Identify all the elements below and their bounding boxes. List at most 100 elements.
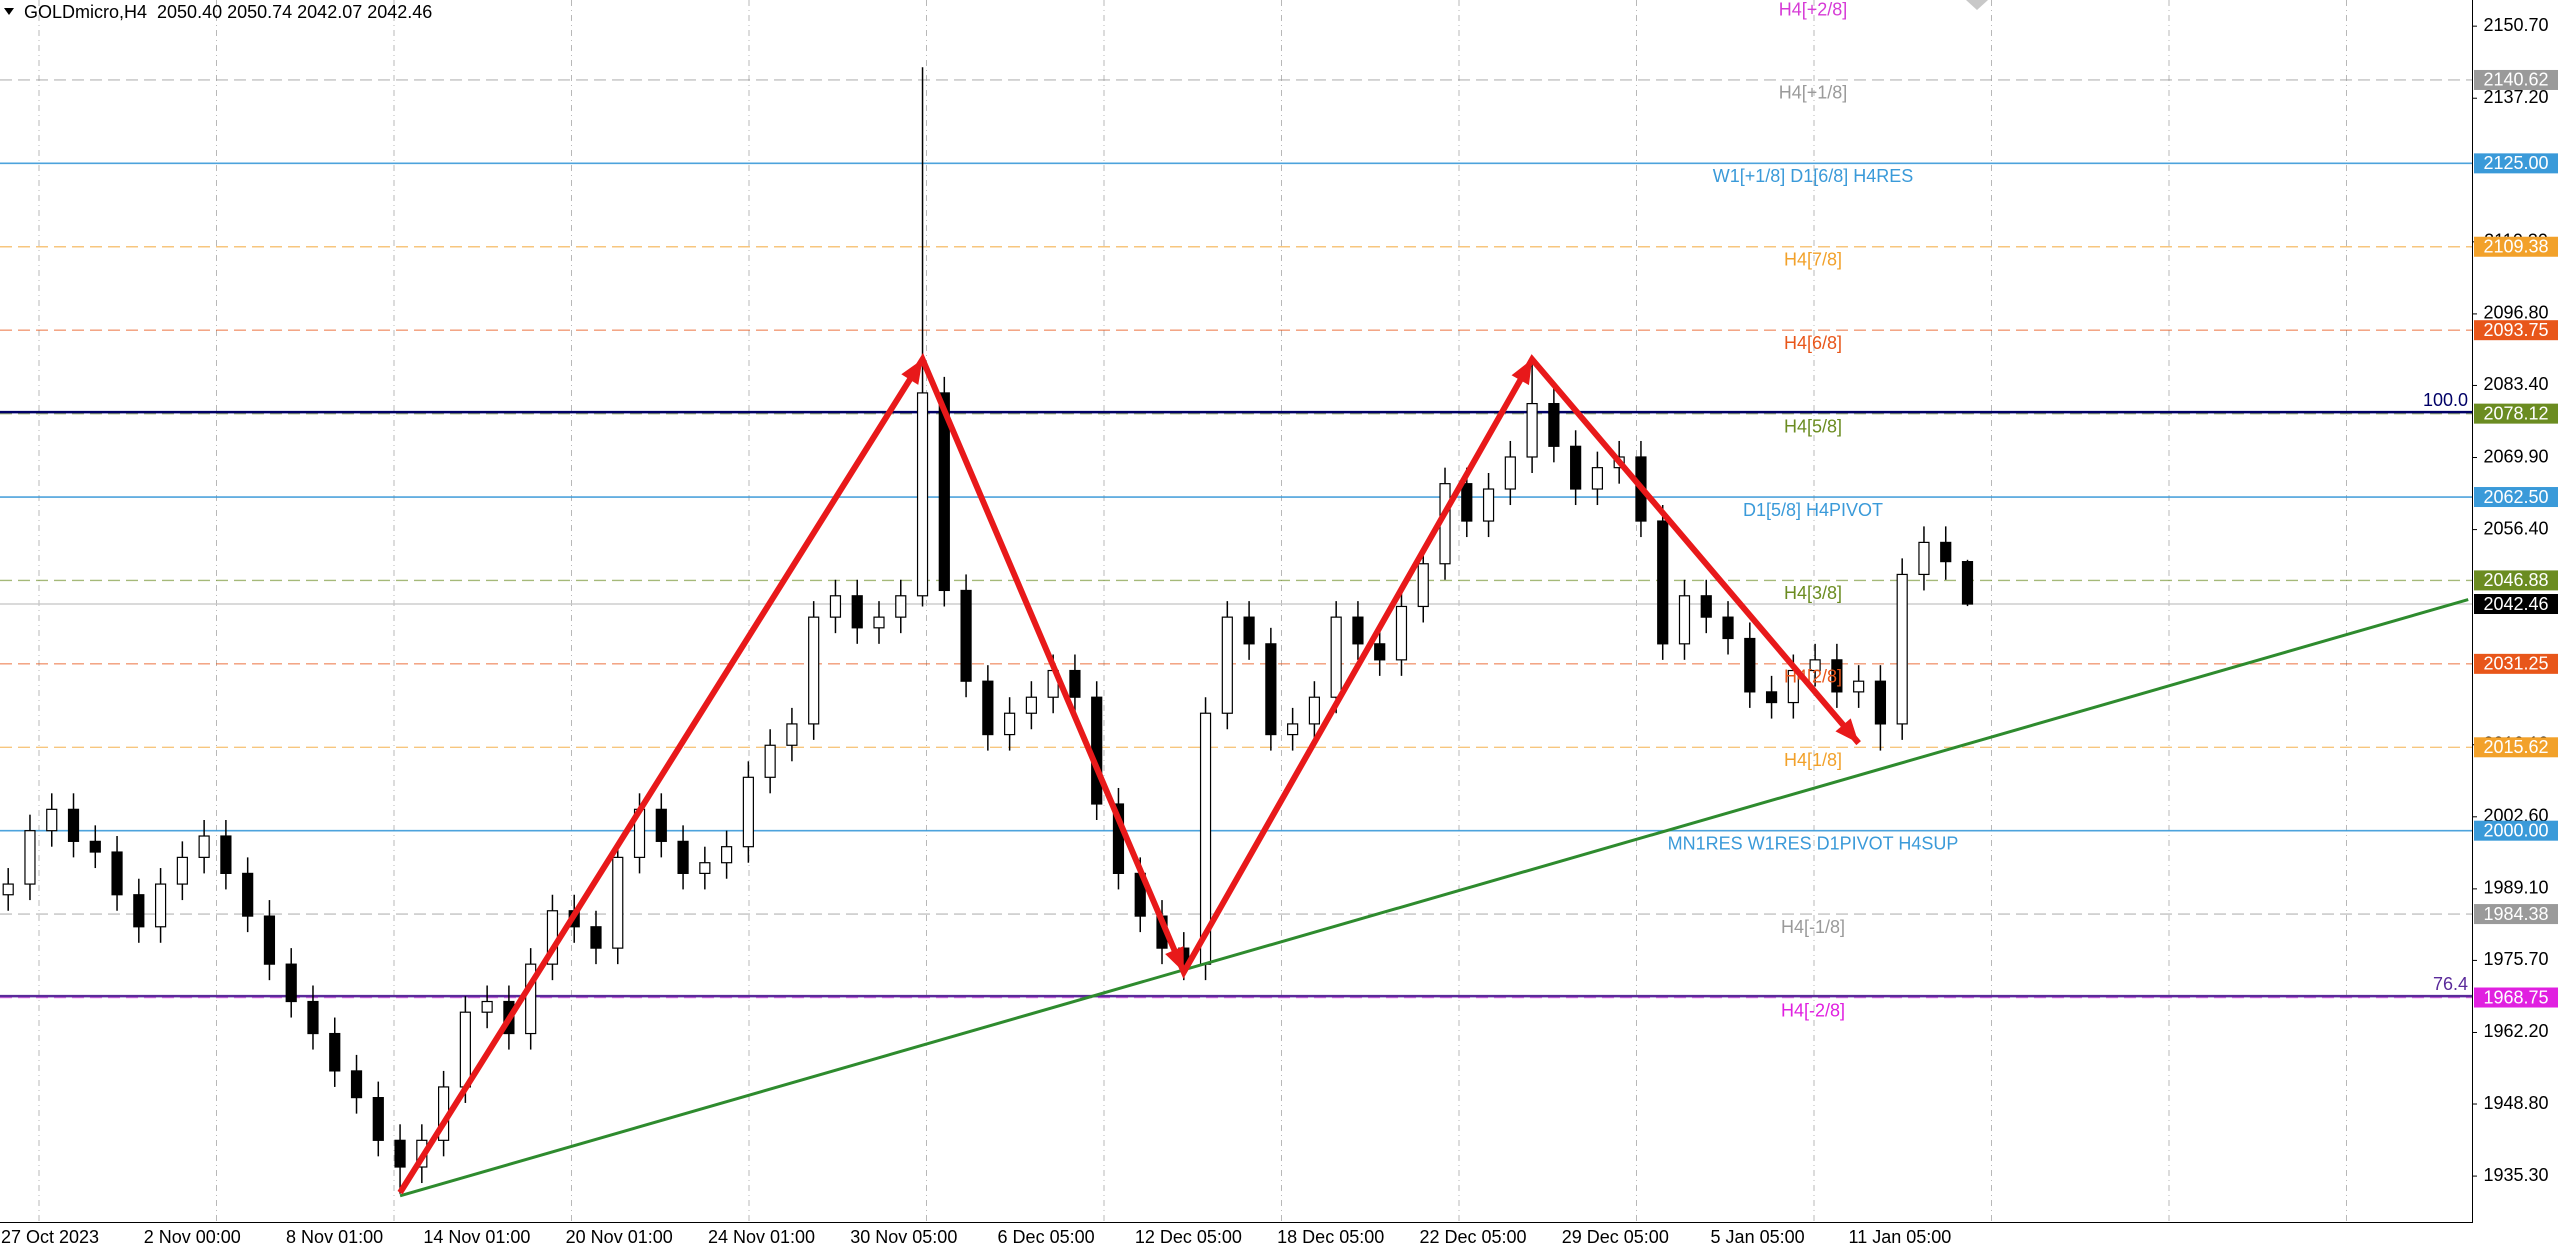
x-tick-label: 6 Dec 05:00: [998, 1227, 1095, 1247]
fib-label: 76.4: [2433, 974, 2468, 994]
candle-body: [699, 862, 711, 874]
x-tick-label: 24 Nov 01:00: [708, 1227, 815, 1247]
candle-body: [808, 616, 820, 725]
level-label: W1[+1/8] D1[6/8] H4RES: [1713, 166, 1914, 186]
level-label: D1[5/8] H4PIVOT: [1743, 500, 1883, 520]
price-axis-panel: [2473, 0, 2560, 1251]
candle-body: [2, 883, 14, 896]
candle-body: [1352, 616, 1364, 645]
candle-body: [655, 808, 667, 842]
candle-body: [742, 776, 754, 848]
level-label: H4[6/8]: [1784, 333, 1842, 353]
candle-body: [1744, 637, 1756, 693]
price-box: [2474, 153, 2558, 174]
price-box: [2474, 487, 2558, 508]
candle-body: [960, 589, 972, 682]
y-tick-label: 1975.70: [2483, 949, 2548, 969]
x-tick-label: 2 Nov 00:00: [144, 1227, 241, 1247]
candle-body: [1831, 659, 1843, 693]
axes: 27 Oct 2023 2 Nov 00:00 8 Nov 01:00 14 Nov …: [1, 15, 2558, 1247]
menu-triangle[interactable]: [4, 8, 14, 15]
candle-body: [1591, 467, 1604, 490]
candle-body: [242, 872, 254, 917]
chart-header: GOLDmicro,H4 2050.40 2050.74 2042.07 204…: [24, 2, 432, 22]
candle-body: [1374, 643, 1386, 661]
y-tick-label: 1948.80: [2483, 1093, 2548, 1113]
candle-body: [1308, 696, 1321, 725]
x-tick-label: 30 Nov 05:00: [850, 1227, 957, 1247]
time-axis-panel: [0, 1222, 2473, 1251]
zigzag-arrowhead: [1511, 359, 1533, 386]
y-tick-label: 1935.30: [2483, 1165, 2548, 1185]
y-tick-label: 2056.40: [2483, 518, 2548, 538]
level-label: H4[+2/8]: [1779, 0, 1848, 19]
level-label: H4[-2/8]: [1781, 1000, 1845, 1020]
candle-body: [1417, 563, 1429, 608]
y-tick-label: 2137.20: [2483, 87, 2548, 107]
price-box-label: 2140.62: [2483, 70, 2548, 90]
candles: [2, 67, 1974, 1194]
y-tick-label: 2083.40: [2483, 374, 2548, 394]
x-tick-label: 14 Nov 01:00: [423, 1227, 530, 1247]
x-tick-label: 8 Nov 01:00: [286, 1227, 383, 1247]
candle-body: [133, 894, 145, 928]
price-box-label: 2046.88: [2483, 570, 2548, 590]
level-label: H4[-1/8]: [1781, 917, 1845, 937]
price-box-label: 1984.38: [2483, 904, 2548, 924]
candle-body: [1025, 696, 1037, 714]
candle-body: [851, 595, 863, 629]
candle-body: [829, 595, 842, 618]
candle-body: [1657, 520, 1669, 645]
candle-body: [154, 883, 167, 928]
candle-body: [67, 808, 80, 842]
price-box: [2474, 904, 2558, 925]
overlays: H4[+2/8] H4[+1/8] W1[+1/8] D1[6/8] H4RES H4…: [397, 0, 2469, 1198]
price-box-label: 1968.75: [2483, 987, 2548, 1007]
candle-body: [307, 1000, 319, 1035]
x-tick-label: 29 Dec 05:00: [1562, 1227, 1669, 1247]
candle-body: [1853, 680, 1865, 693]
x-tick-label: 18 Dec 05:00: [1277, 1227, 1384, 1247]
y-tick-label: 2002.60: [2483, 806, 2548, 826]
candle-body: [1918, 541, 1930, 576]
level-label: H4[+1/8]: [1779, 83, 1848, 103]
candle-body: [764, 744, 776, 778]
candle-body: [525, 963, 537, 1035]
candle-body: [176, 856, 188, 885]
candle-body: [1504, 456, 1516, 490]
candle-body: [1722, 616, 1734, 640]
fib-label: 100.0: [2423, 390, 2468, 410]
candle-body: [459, 1011, 471, 1088]
candle-body: [895, 595, 907, 618]
price-box-label: 2125.00: [2483, 153, 2548, 173]
candle-body: [1287, 723, 1299, 736]
candle-body: [612, 856, 624, 949]
level-label: H4[7/8]: [1784, 249, 1842, 269]
price-box: [2474, 737, 2558, 758]
candle-body: [873, 616, 885, 629]
y-tick-label: 2096.80: [2483, 303, 2548, 323]
price-box: [2474, 653, 2558, 674]
price-box-label: 2015.62: [2483, 737, 2548, 757]
candle-body: [1570, 445, 1582, 490]
candle-body: [938, 392, 950, 592]
candle-body: [350, 1070, 363, 1099]
candle-body: [982, 680, 994, 736]
candle-body: [1809, 659, 1821, 672]
candle-body: [1548, 402, 1560, 447]
price-box: [2474, 820, 2558, 841]
zigzag-arrowhead: [1835, 718, 1859, 744]
candle-body: [1112, 803, 1125, 874]
candle-body: [916, 392, 929, 597]
candle-body: [677, 840, 689, 874]
level-label: H4[5/8]: [1784, 416, 1842, 436]
price-box-label: 2093.75: [2483, 320, 2548, 340]
price-box-label: 2078.12: [2483, 403, 2548, 423]
levels: [0, 79, 2472, 999]
candle-body: [481, 1000, 493, 1013]
x-tick-label: 20 Nov 01:00: [566, 1227, 673, 1247]
level-label: H4[1/8]: [1784, 750, 1842, 770]
candle-body: [1765, 691, 1778, 704]
